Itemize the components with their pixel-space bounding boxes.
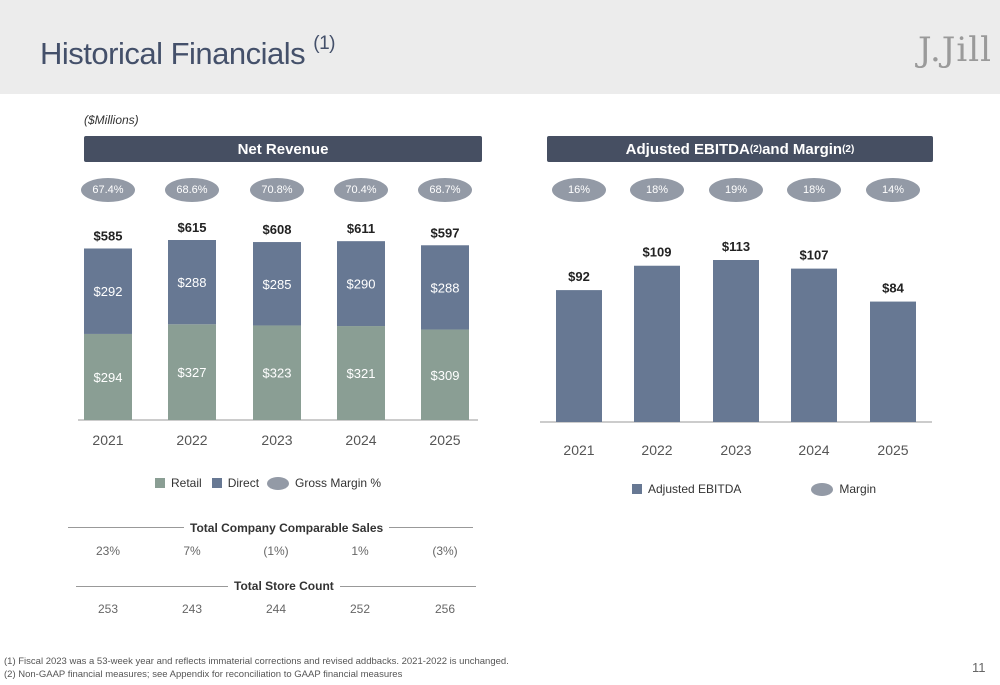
comp-sales-title: Total Company Comparable Sales	[184, 521, 390, 535]
gross-margin-pill-2025: 68.7%	[418, 178, 472, 202]
ebitda-label-2023: $113	[722, 239, 750, 254]
retail-bar-2022	[168, 324, 216, 420]
ebitda-bar-2024	[791, 268, 837, 422]
ebitda-banner-mid: and Margin	[762, 140, 843, 158]
direct-label-2023: $285	[263, 277, 292, 292]
ebitda-legend: Adjusted EBITDA Margin	[632, 482, 876, 496]
direct-bar-2025	[421, 245, 469, 330]
ebitda-margin-pill-2024: 18%	[787, 178, 841, 202]
total-label-2025: $597	[431, 225, 460, 240]
x-tick-right-2021: 2021	[563, 442, 594, 458]
net-revenue-legend: Retail Direct Gross Margin %	[155, 476, 381, 490]
comp-sales-2023: (1%)	[263, 544, 289, 558]
gross-margin-pill-2023: 70.8%	[250, 178, 304, 202]
ebitda-label-2025: $84	[882, 281, 904, 296]
legend-ebitda-label: Adjusted EBITDA	[648, 482, 742, 496]
gross-margin-pill-2022: 68.6%	[165, 178, 219, 202]
x-tick-2025: 2025	[429, 432, 460, 448]
ebitda-margin-pill-2023: 19%	[709, 178, 763, 202]
comp-sales-2025: (3%)	[432, 544, 458, 558]
net-revenue-banner: Net Revenue	[84, 136, 482, 162]
legend-retail-swatch	[155, 478, 165, 488]
comp-sales-2022: 7%	[183, 544, 201, 558]
ebitda-banner: Adjusted EBITDA (2) and Margin (2)	[547, 136, 933, 162]
x-tick-right-2024: 2024	[798, 442, 829, 458]
ebitda-bar-2025	[870, 301, 916, 422]
legend-direct-label: Direct	[227, 476, 260, 490]
ebitda-bar-2021	[556, 290, 602, 422]
comp-sales-2021: 23%	[95, 544, 121, 558]
jjill-logo: J.Jill	[918, 30, 993, 70]
retail-label-2024: $321	[347, 366, 376, 381]
ebitda-label-2024: $107	[800, 248, 829, 263]
ebitda-label-2022: $109	[643, 245, 672, 260]
legend-margin-label: Margin	[839, 482, 877, 496]
ebitda-margin-pill-2021: 16%	[552, 178, 606, 202]
ebitda-margin-pill-2025: 14%	[866, 178, 920, 202]
legend-margin-oval-right	[811, 482, 834, 496]
retail-label-2023: $323	[263, 366, 292, 381]
page-number: 11	[972, 660, 986, 675]
x-tick-right-2023: 2023	[720, 442, 751, 458]
legend-gross-margin-label: Gross Margin %	[295, 476, 382, 490]
store-count-2023: 244	[265, 602, 287, 616]
total-label-2022: $615	[178, 220, 207, 235]
total-label-2023: $608	[263, 222, 292, 237]
store-count-2022: 243	[181, 602, 203, 616]
legend-retail-label: Retail	[171, 476, 202, 490]
ebitda-banner-text: Adjusted EBITDA	[625, 140, 750, 158]
net-revenue-chart: $294 $292 $585 2021 $327 $288 $615 2022 $323 $285…	[78, 220, 478, 448]
retail-bar-2024	[337, 326, 385, 420]
direct-label-2021: $292	[94, 284, 123, 299]
x-tick-2021: 2021	[92, 432, 123, 448]
ebitda-label-2021: $92	[568, 269, 590, 284]
store-count-2025: 256	[434, 602, 456, 616]
page-title: Historical Financials (1)	[40, 32, 335, 72]
direct-bar-2024	[337, 241, 385, 327]
ebitda-banner-sup2: (2)	[842, 143, 855, 155]
gross-margin-pill-2024: 70.4%	[334, 178, 388, 202]
retail-label-2025: $309	[431, 368, 460, 383]
x-tick-2022: 2022	[176, 432, 207, 448]
ebitda-margin-pill-2022: 18%	[630, 178, 684, 202]
legend-margin-oval	[267, 476, 290, 490]
retail-label-2021: $294	[94, 370, 123, 385]
footnote-1: (1) Fiscal 2023 was a 53-week year and r…	[4, 656, 509, 667]
store-count-2021: 253	[97, 602, 119, 616]
direct-label-2022: $288	[178, 275, 207, 290]
store-count-2024: 252	[349, 602, 371, 616]
direct-bar-2022	[168, 240, 216, 325]
x-tick-right-2025: 2025	[877, 442, 908, 458]
retail-bar-2023	[253, 325, 301, 420]
x-tick-2023: 2023	[261, 432, 292, 448]
direct-bar-2021	[84, 248, 132, 334]
store-count-title: Total Store Count	[228, 579, 340, 593]
ebitda-bar-2022	[634, 265, 680, 422]
direct-label-2025: $288	[431, 280, 460, 295]
page-title-footnote: (1)	[313, 32, 335, 54]
header-band	[0, 0, 1000, 94]
units-note: ($Millions)	[84, 113, 139, 127]
comp-sales-2024: 1%	[351, 544, 369, 558]
retail-label-2022: $327	[178, 365, 207, 380]
direct-bar-2023	[253, 242, 301, 326]
x-tick-2024: 2024	[345, 432, 376, 448]
total-label-2021: $585	[94, 228, 123, 243]
x-tick-right-2022: 2022	[641, 442, 672, 458]
total-label-2024: $611	[347, 221, 375, 236]
ebitda-banner-sup: (2)	[749, 143, 763, 155]
retail-bar-2025	[421, 329, 469, 420]
footnote-2: (2) Non-GAAP financial measures; see App…	[4, 669, 403, 680]
legend-ebitda-swatch	[632, 484, 642, 494]
ebitda-bar-2023	[713, 260, 759, 422]
legend-direct-swatch	[211, 478, 222, 488]
page-title-text: Historical Financials	[40, 36, 306, 71]
gross-margin-pill-2021: 67.4%	[81, 178, 135, 202]
ebitda-chart: $92 2021 $109 2022 $113 2023 $107 2024 $84 2025	[540, 239, 932, 458]
retail-bar-2021	[84, 333, 132, 420]
direct-label-2024: $290	[347, 277, 376, 292]
